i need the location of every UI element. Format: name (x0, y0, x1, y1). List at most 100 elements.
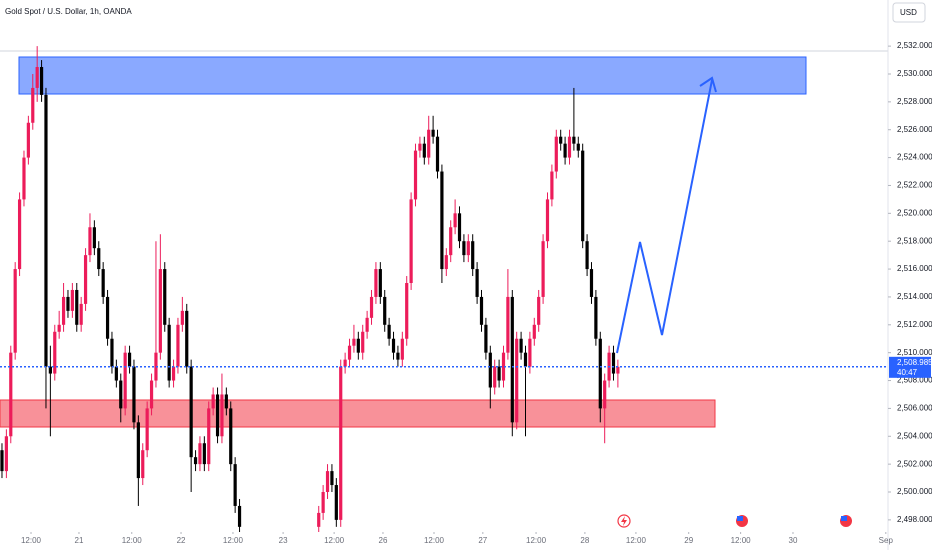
candle-body (237, 505, 242, 527)
candle-body (317, 512, 321, 527)
candle-body (603, 380, 607, 409)
candle-body (457, 213, 462, 242)
projection-path (616, 79, 713, 354)
candle-body (541, 241, 545, 297)
candle-body (39, 67, 44, 95)
candle-body (576, 143, 580, 151)
candle-body (484, 324, 488, 353)
candle-body (57, 324, 61, 332)
x-tick-label: 30 (789, 536, 798, 545)
candle-body (475, 269, 479, 297)
candle-body (48, 366, 52, 374)
candle-body (453, 213, 457, 228)
candle-body (88, 227, 92, 256)
candle-body (9, 352, 13, 437)
candle-body (189, 366, 193, 458)
candle-body (176, 324, 180, 367)
candle-body (127, 352, 132, 367)
symbol-title: Gold Spot / U.S. Dollar, 1h, OANDA (5, 7, 132, 16)
candle-body (114, 366, 118, 381)
x-tick-label: Sep (879, 536, 894, 545)
candle-body (479, 296, 484, 325)
candle-body (431, 129, 435, 137)
candle-body (31, 87, 35, 123)
candle-body (378, 269, 382, 297)
candle-body (567, 136, 572, 158)
candle-body (53, 331, 57, 374)
candle-body (211, 394, 215, 409)
x-tick-label: 12:00 (626, 536, 647, 545)
candle-body (141, 450, 145, 479)
candle-body (581, 150, 585, 242)
candle-body (119, 380, 123, 409)
candle-body (224, 394, 228, 409)
y-tick-label: 2,520.000 (897, 208, 932, 217)
candle-body (101, 269, 105, 297)
y-tick-label: 2,524.000 (897, 153, 932, 162)
x-tick-label: 12:00 (223, 536, 244, 545)
candle-body (413, 150, 418, 200)
candle-body (343, 359, 347, 367)
candle-body (554, 136, 558, 172)
candle-body (405, 282, 409, 339)
lightning (621, 516, 627, 526)
candle-body (449, 227, 453, 256)
countdown-label: 40:47 (897, 368, 918, 377)
last-price-box (889, 356, 931, 378)
candle-body (594, 296, 598, 339)
candle-body (387, 324, 391, 339)
candle-body (70, 289, 74, 311)
candle-body (26, 122, 30, 158)
y-tick-label: 2,516.000 (897, 264, 932, 273)
candle-body (220, 394, 224, 437)
candle-body (4, 436, 8, 472)
candle-body (519, 338, 523, 353)
candle-body (233, 464, 237, 506)
candle-body (66, 296, 70, 311)
candle-body (92, 227, 96, 249)
y-tick-label: 2,522.000 (897, 181, 932, 190)
candle-body (611, 352, 616, 374)
candle-body (396, 352, 400, 360)
candle-body (163, 269, 167, 325)
candle-body (180, 310, 184, 325)
x-tick-label: 12:00 (526, 536, 547, 545)
x-tick-label: 12:00 (731, 536, 752, 545)
candle-body (145, 408, 149, 451)
projection-arrowhead (699, 76, 717, 93)
candle-body (471, 241, 475, 270)
x-tick-label: 21 (75, 536, 84, 545)
candle-body (167, 324, 171, 381)
candle-body (44, 94, 48, 367)
supply-zone (18, 56, 807, 95)
candle-body (374, 269, 378, 297)
candle-body (356, 338, 360, 353)
candle-body (391, 338, 396, 353)
candle-body (427, 129, 431, 158)
candle-body (550, 171, 554, 200)
candle-body (501, 352, 506, 381)
y-tick-label: 2,502.000 (897, 459, 932, 468)
candle-body (537, 296, 541, 325)
candle-body (418, 143, 422, 151)
candle-body (435, 136, 440, 172)
candle-body (506, 296, 510, 353)
candle-body (105, 296, 110, 339)
y-tick-label: 2,510.000 (897, 348, 932, 357)
y-tick-label: 2,514.000 (897, 292, 932, 301)
currency-label[interactable]: USD (900, 8, 917, 17)
candle-body (321, 492, 325, 513)
candle-body (75, 289, 79, 325)
x-tick-label: 12:00 (424, 536, 445, 545)
candle-body (440, 171, 444, 270)
candle-body (369, 296, 374, 318)
candle-body (136, 422, 140, 479)
candle-body (400, 338, 404, 360)
candle-body (493, 366, 497, 388)
currency-button[interactable] (892, 2, 926, 23)
candle-body (409, 199, 413, 283)
candle-body (97, 248, 101, 270)
candle-body (325, 471, 330, 493)
candle-body (422, 143, 426, 158)
